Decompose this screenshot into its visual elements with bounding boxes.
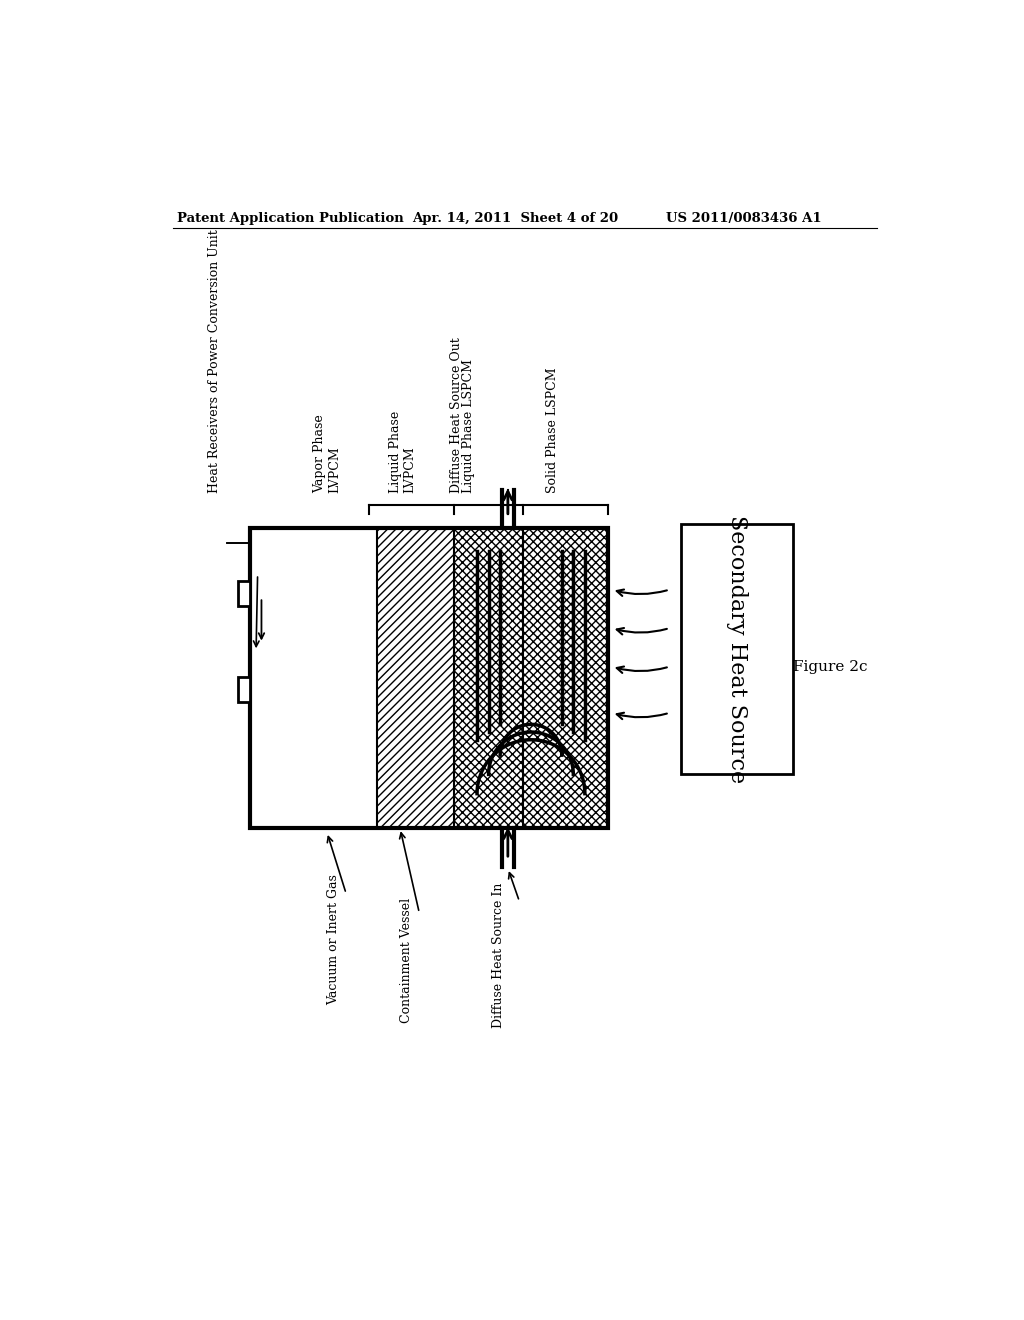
Bar <box>377 528 454 829</box>
Bar <box>238 677 250 702</box>
Text: Patent Application Publication: Patent Application Publication <box>177 213 403 226</box>
Text: Liquid Phase LSPCM: Liquid Phase LSPCM <box>462 359 475 494</box>
Text: Vacuum or Inert Gas: Vacuum or Inert Gas <box>327 875 340 1006</box>
Text: Solid Phase LSPCM: Solid Phase LSPCM <box>547 368 559 494</box>
Bar <box>454 528 523 829</box>
Text: US 2011/0083436 A1: US 2011/0083436 A1 <box>666 213 821 226</box>
Text: Secondary Heat Source: Secondary Heat Source <box>726 515 748 783</box>
Text: Containment Vessel: Containment Vessel <box>400 898 413 1023</box>
Text: Vapor Phase
LVPCM: Vapor Phase LVPCM <box>313 414 341 494</box>
Bar <box>238 581 250 606</box>
Bar <box>250 528 377 829</box>
Bar <box>681 524 793 775</box>
Bar <box>250 528 608 829</box>
Bar <box>523 528 608 829</box>
Text: Figure 2c: Figure 2c <box>793 660 867 673</box>
Text: Diffuse Heat Source In: Diffuse Heat Source In <box>493 882 506 1027</box>
Text: Liquid Phase
LVPCM: Liquid Phase LVPCM <box>388 411 417 494</box>
Text: Apr. 14, 2011  Sheet 4 of 20: Apr. 14, 2011 Sheet 4 of 20 <box>412 213 617 226</box>
Text: Heat Receivers of Power Conversion Unit: Heat Receivers of Power Conversion Unit <box>208 230 220 494</box>
Text: Diffuse Heat Source Out: Diffuse Heat Source Out <box>451 338 463 494</box>
